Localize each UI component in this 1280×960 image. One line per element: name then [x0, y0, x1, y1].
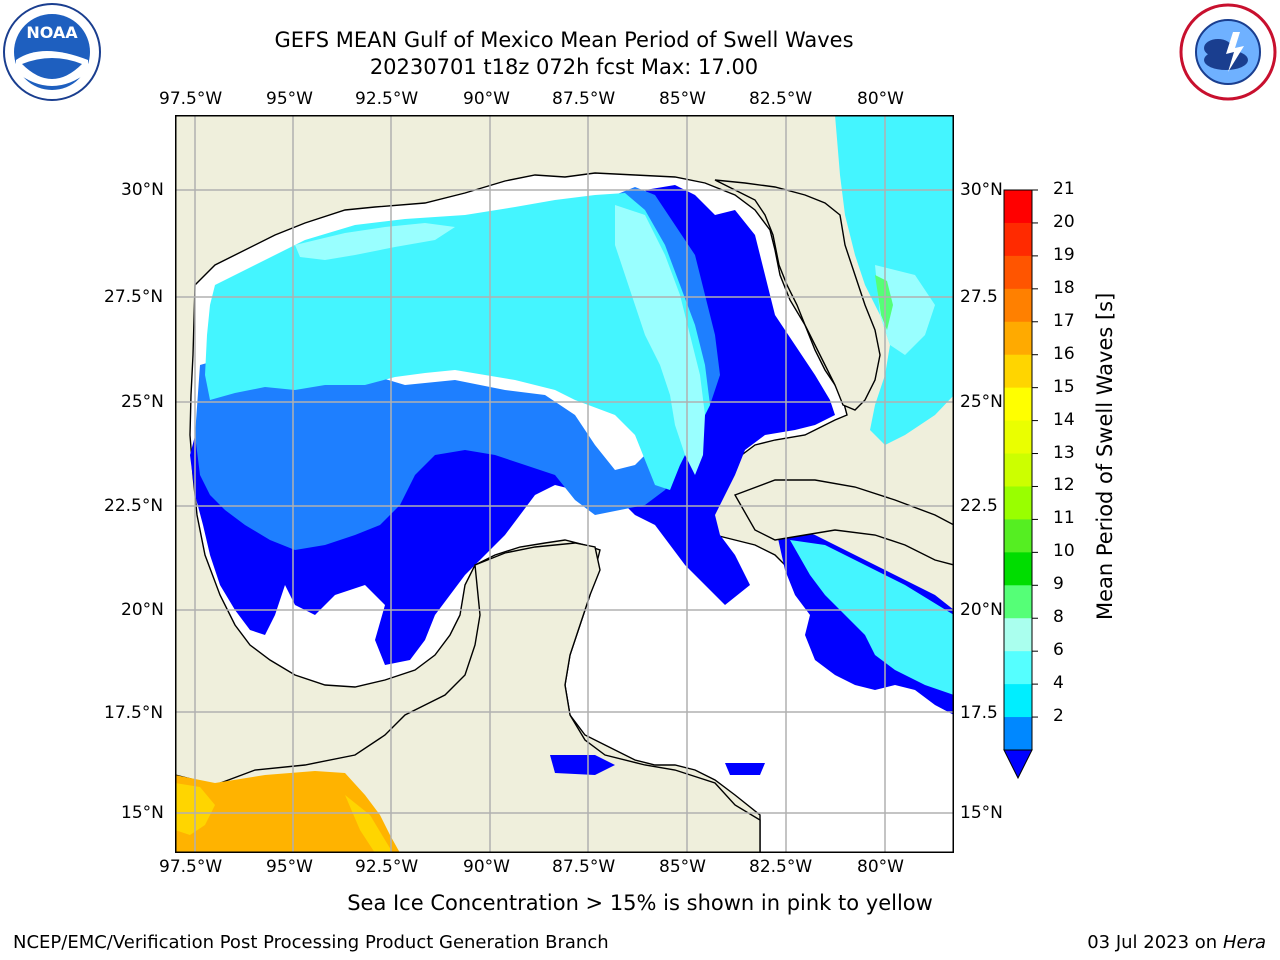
- cuba-land: [733, 479, 955, 566]
- noaa-logo: NOAA: [2, 2, 102, 102]
- nws-logo: [1178, 2, 1278, 102]
- lat-label: 25°N: [121, 392, 164, 412]
- lon-label: 80°W: [857, 89, 904, 109]
- footer-host: Hera: [1222, 932, 1266, 953]
- colorbar-svg: [1003, 189, 1038, 780]
- lon-label: 92.5°W: [355, 89, 419, 109]
- footer-branch: NCEP/EMC/Verification Post Processing Pr…: [13, 932, 609, 953]
- colorbar-segment: [1004, 684, 1032, 718]
- lat-label: 22.5: [960, 496, 998, 516]
- colorbar-segment: [1004, 190, 1032, 224]
- lat-label: 17.5: [960, 703, 998, 723]
- lon-label: 82.5°W: [749, 89, 813, 109]
- colorbar-tick-label: 17: [1053, 310, 1075, 331]
- lon-label: 87.5°W: [552, 857, 616, 877]
- map-frame: [175, 115, 954, 853]
- lon-label: 90°W: [463, 89, 510, 109]
- colorbar-frame: [1003, 189, 1033, 751]
- lon-label: 97.5°W: [159, 89, 223, 109]
- colorbar-tick-label: 16: [1053, 343, 1075, 364]
- period-8-9-region: [615, 205, 705, 475]
- colorbar-tick-label: 21: [1053, 179, 1075, 199]
- lon-label: 95°W: [266, 857, 313, 877]
- colorbar-tick-label: 12: [1053, 475, 1075, 496]
- lat-label: 30°N: [960, 180, 1003, 200]
- colorbar-segment: [1004, 486, 1032, 520]
- atlantic-light-cyan-region: [875, 265, 935, 355]
- period-6-8-region: [205, 193, 710, 490]
- map-subtitle: 20230701 t18z 072h fcst Max: 17.00: [369, 55, 759, 79]
- colorbar-tick-label: 20: [1053, 211, 1075, 232]
- lat-label: 27.5°N: [104, 287, 164, 307]
- lat-label: 22.5°N: [104, 496, 164, 516]
- colorbar-tick-label: 4: [1053, 673, 1064, 694]
- colorbar-segment: [1004, 321, 1032, 356]
- colorbar-tick-label: 19: [1053, 244, 1075, 265]
- honduras-blue-patch: [550, 755, 615, 775]
- period-9-10-patch: [875, 275, 893, 330]
- gulf-map: [174, 115, 955, 854]
- colorbar-segment: [1004, 519, 1032, 553]
- lon-label: 90°W: [463, 857, 510, 877]
- colorbar-label: Mean Period of Swell Waves [s]: [1093, 292, 1117, 620]
- lat-label: 20°N: [121, 600, 164, 620]
- colorbar: [995, 180, 1055, 780]
- lat-label: 15°N: [960, 803, 1003, 823]
- map-gridlines: [175, 115, 954, 853]
- colorbar-tick-label: 14: [1053, 409, 1075, 430]
- colorbar-tick-label: 13: [1053, 442, 1075, 463]
- lon-label: 95°W: [266, 89, 313, 109]
- lat-label: 20°N: [960, 600, 1003, 620]
- colorbar-segment: [1004, 255, 1032, 290]
- lat-label: 30°N: [121, 180, 164, 200]
- colorbar-segment: [1004, 552, 1032, 586]
- colorbar-segment: [1004, 420, 1032, 455]
- colorbar-tick-label: 6: [1053, 640, 1064, 661]
- colorbar-tick-label: 11: [1053, 508, 1075, 529]
- lon-label: 92.5°W: [355, 857, 419, 877]
- map-title: GEFS MEAN Gulf of Mexico Mean Period of …: [274, 28, 854, 52]
- colorbar-segment: [1004, 651, 1032, 685]
- colorbar-tick-label: 8: [1053, 607, 1064, 628]
- lon-label: 82.5°W: [749, 857, 813, 877]
- lat-label: 27.5: [960, 287, 998, 307]
- colorbar-tick-label: 2: [1053, 706, 1064, 727]
- florida-land: [714, 179, 881, 411]
- colorbar-segment: [1004, 585, 1032, 619]
- colorbar-segment: [1004, 288, 1032, 323]
- lon-label: 85°W: [659, 89, 706, 109]
- colorbar-segment: [1004, 453, 1032, 487]
- colorbar-tick-label: 15: [1053, 376, 1075, 397]
- colorbar-segment: [1004, 618, 1032, 652]
- pacific-orange-region: [175, 771, 400, 853]
- colorbar-segment: [1004, 354, 1032, 389]
- lon-label: 80°W: [857, 857, 904, 877]
- colorbar-segment: [1004, 222, 1032, 257]
- colorbar-tick-label: 18: [1053, 277, 1075, 298]
- period-8-9-region: [295, 223, 455, 260]
- lon-label: 85°W: [659, 857, 706, 877]
- footer-date-text: 03 Jul 2023 on: [1087, 932, 1223, 953]
- caribbean-cyan-region: [790, 540, 954, 695]
- colorbar-extend-arrow: [1003, 749, 1033, 780]
- lat-label: 15°N: [121, 803, 164, 823]
- sea-ice-note: Sea Ice Concentration > 15% is shown in …: [347, 891, 933, 915]
- lon-label: 97.5°W: [159, 857, 223, 877]
- footer-date: 03 Jul 2023 on Hera: [1087, 932, 1266, 953]
- colorbar-segment: [1004, 387, 1032, 422]
- colorbar-segment: [1004, 717, 1032, 751]
- noaa-logo-text: NOAA: [26, 23, 78, 42]
- lon-label: 87.5°W: [552, 89, 616, 109]
- lat-label: 25°N: [960, 392, 1003, 412]
- honduras-blue-patch: [725, 763, 765, 775]
- lat-label: 17.5°N: [104, 703, 164, 723]
- map-panel: [174, 115, 955, 854]
- pacific-yellow-region: [345, 795, 393, 853]
- colorbar-tick-label: 10: [1053, 541, 1075, 562]
- colorbar-tick-label: 9: [1053, 574, 1064, 595]
